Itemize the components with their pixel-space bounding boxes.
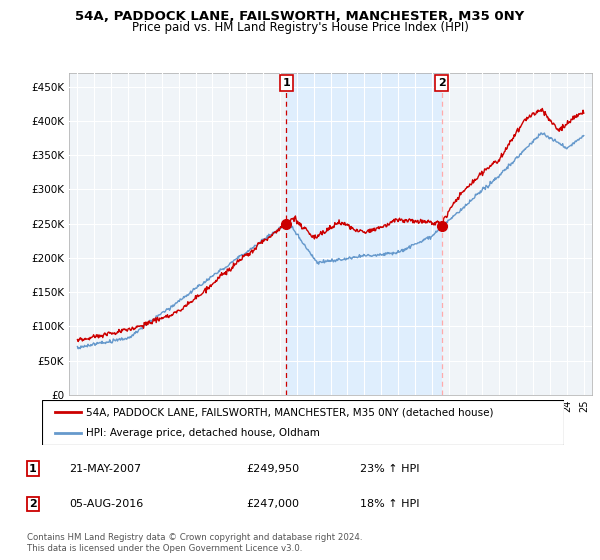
Text: 18% ↑ HPI: 18% ↑ HPI [360, 499, 419, 509]
Text: Price paid vs. HM Land Registry's House Price Index (HPI): Price paid vs. HM Land Registry's House … [131, 21, 469, 34]
Text: 23% ↑ HPI: 23% ↑ HPI [360, 464, 419, 474]
Text: Contains HM Land Registry data © Crown copyright and database right 2024.
This d: Contains HM Land Registry data © Crown c… [27, 533, 362, 553]
Text: 05-AUG-2016: 05-AUG-2016 [69, 499, 143, 509]
Text: 1: 1 [283, 78, 290, 88]
Text: 2: 2 [29, 499, 37, 509]
Text: £247,000: £247,000 [246, 499, 299, 509]
Text: 2: 2 [438, 78, 446, 88]
Text: 1: 1 [29, 464, 37, 474]
Text: 21-MAY-2007: 21-MAY-2007 [69, 464, 141, 474]
Bar [286, 73, 442, 395]
Text: 54A, PADDOCK LANE, FAILSWORTH, MANCHESTER, M35 0NY (detached house): 54A, PADDOCK LANE, FAILSWORTH, MANCHESTE… [86, 408, 494, 418]
Text: 54A, PADDOCK LANE, FAILSWORTH, MANCHESTER, M35 0NY: 54A, PADDOCK LANE, FAILSWORTH, MANCHESTE… [76, 10, 524, 23]
Text: HPI: Average price, detached house, Oldham: HPI: Average price, detached house, Oldh… [86, 428, 320, 438]
Text: £249,950: £249,950 [246, 464, 299, 474]
